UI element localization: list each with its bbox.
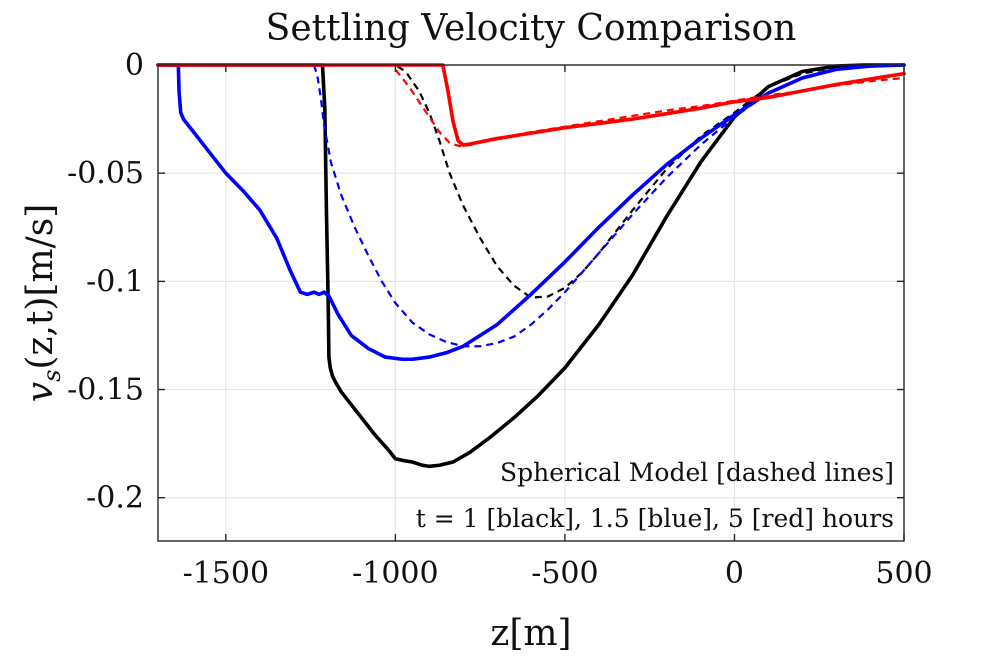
x-axis-label: z[m] bbox=[490, 613, 571, 654]
x-tick-label: -500 bbox=[531, 556, 598, 591]
axes-frame bbox=[157, 64, 905, 542]
series-line-black-dashed bbox=[158, 63, 904, 299]
x-tick-label: 0 bbox=[725, 556, 744, 591]
y-axis-label-symbol: v bbox=[20, 382, 61, 402]
y-axis-label-rest: (z,t)[m/s] bbox=[20, 204, 61, 370]
y-axis-label: vs(z,t)[m/s] bbox=[20, 204, 66, 402]
y-tick-label: -0.1 bbox=[86, 264, 144, 299]
y-tick-label: 0 bbox=[125, 48, 144, 83]
y-tick-label: -0.05 bbox=[67, 156, 144, 191]
x-tick-label: 500 bbox=[875, 556, 932, 591]
series-line-blue-solid bbox=[156, 63, 906, 362]
axis-ticks: -1500 -1000 -500 0 500 0 -0.05 -0.1 -0.15 -0.2 bbox=[67, 48, 933, 591]
y-tick-label: -0.2 bbox=[86, 481, 144, 516]
series-line-blue-dashed bbox=[158, 63, 905, 348]
annotation-spherical-model: Spherical Model [dashed lines] bbox=[500, 458, 894, 487]
x-tick-label: -1000 bbox=[352, 556, 438, 591]
chart-title: Settling Velocity Comparison bbox=[266, 8, 797, 49]
annotation-box: Spherical Model [dashed lines] t = 1 [bl… bbox=[416, 458, 894, 533]
plot-series bbox=[156, 63, 906, 469]
x-tick-label: -1500 bbox=[183, 556, 269, 591]
y-axis-label-subscript: s bbox=[38, 370, 66, 382]
y-tick-label: -0.15 bbox=[67, 373, 144, 408]
series-line-red-dashed bbox=[158, 63, 905, 148]
annotation-time-legend: t = 1 [black], 1.5 [blue], 5 [red] hours bbox=[416, 504, 894, 533]
series-line-red-solid bbox=[156, 63, 906, 147]
